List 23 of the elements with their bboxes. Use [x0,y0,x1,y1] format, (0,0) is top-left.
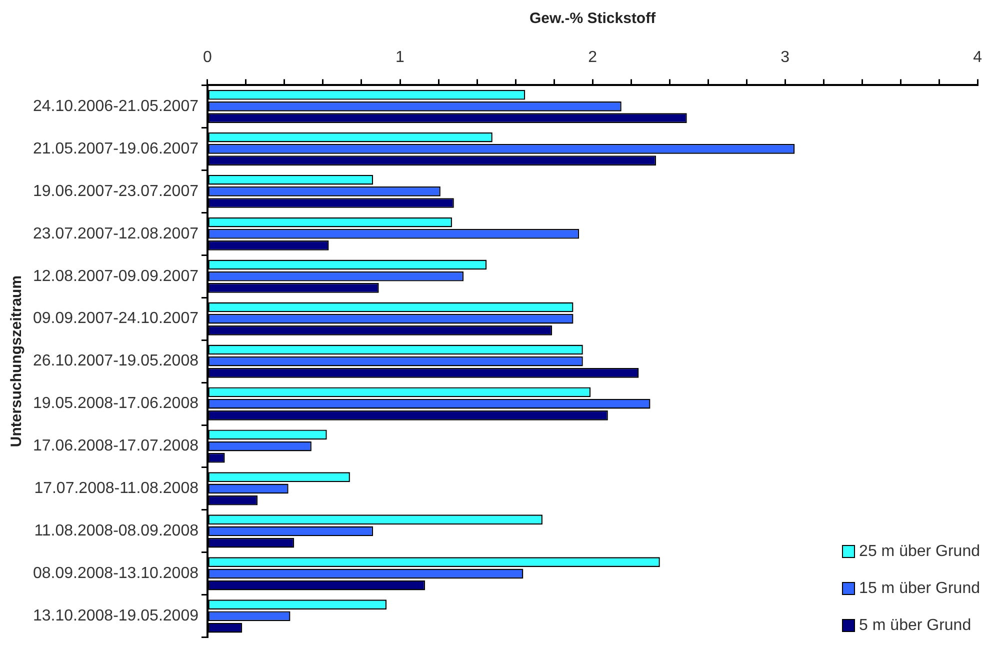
y-axis-title: Untersuchungszeitraum [8,275,26,448]
y-tick-label: 19.05.2008-17.06.2008 [33,395,199,412]
y-tick-label: 26.10.2007-19.05.2008 [33,352,199,370]
x-tick-label: 1 [396,49,405,66]
x-tick-label: 0 [203,49,212,66]
legend-label: 25 m über Grund [859,543,980,560]
y-tick-label: 08.09.2008-13.10.2008 [33,565,199,582]
y-tick-label: 13.10.2008-19.05.2009 [33,608,199,625]
y-tick-label: 11.08.2008-08.09.2008 [34,522,199,540]
y-tick-label: 09.09.2007-24.10.2007 [33,310,199,328]
x-tick-label: 4 [973,49,982,66]
x-tick-label: 3 [780,49,790,66]
y-tick-label: 17.07.2008-11.08.2008 [34,480,199,498]
legend-label: 15 m über Grund [859,580,980,597]
y-tick-label: 12.08.2007-09.09.2007 [33,268,199,285]
y-tick-label: 23.07.2007-12.08.2007 [33,225,199,242]
y-tick-label: 24.10.2006-21.05.2007 [33,98,199,115]
legend-label: 5 m über Grund [859,617,972,634]
y-tick-label: 17.06.2008-17.07.2008 [33,438,199,455]
x-axis-title: Gew.-% Stickstoff [529,10,657,28]
y-tick-label: 19.06.2007-23.07.2007 [33,182,199,200]
y-tick-label: 21.05.2007-19.06.2007 [33,140,199,158]
x-tick-label: 2 [588,49,598,66]
